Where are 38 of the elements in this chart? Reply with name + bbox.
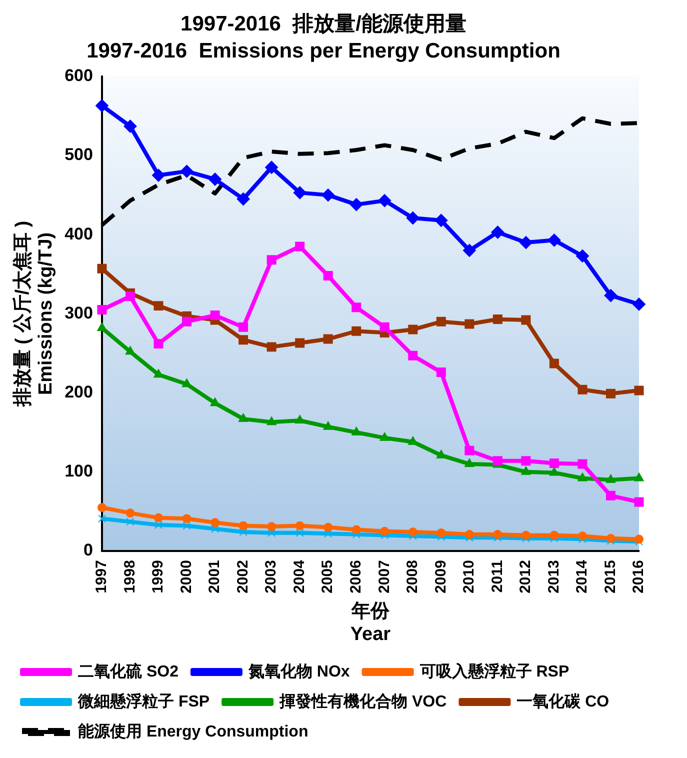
x-tick-label: 2015 <box>602 560 619 594</box>
x-tick-label: 2009 <box>432 560 450 594</box>
x-tick-label: 2007 <box>376 560 393 594</box>
x-tick-label: 2005 <box>319 560 336 594</box>
x-tick-label: 2004 <box>290 559 308 594</box>
y-tick-label: 400 <box>64 224 93 244</box>
legend-label: 一氧化碳 CO <box>516 692 610 710</box>
x-tick-label: 1997 <box>93 560 110 594</box>
chart-title: 1997-2016 排放量/能源使用量 <box>180 12 466 36</box>
y-tick-label: 200 <box>64 382 93 402</box>
x-tick-label: 2014 <box>574 559 591 594</box>
x-tick-label: 2002 <box>234 560 252 594</box>
chart-subtitle: 1997-2016 Emissions per Energy Consumption <box>86 40 560 63</box>
x-tick-label: 2010 <box>460 560 478 594</box>
legend-label: 二氧化硫 SO2 <box>78 662 179 680</box>
legend-label: 可吸入懸浮粒子 RSP <box>418 662 570 680</box>
legend-label: 揮發性有機化合物 VOC <box>278 692 448 710</box>
x-axis-title: 年份 Year <box>350 601 392 645</box>
x-tick-label: 2001 <box>206 560 224 594</box>
x-tick-label: 2012 <box>517 560 534 594</box>
x-tick-label: 2000 <box>178 560 195 594</box>
y-tick-label: 300 <box>64 303 93 322</box>
y-tick-label: 500 <box>64 145 93 164</box>
x-tick-label: 2016 <box>630 560 648 594</box>
legend-label: 能源使用 Energy Consumption <box>78 722 308 740</box>
x-tick-label: 2011 <box>488 560 506 593</box>
y-tick-label: 0 <box>83 540 93 560</box>
legend-label: 氮氧化物 NOx <box>247 662 350 680</box>
x-tick-label: 2008 <box>404 560 422 594</box>
x-tick-label: 1998 <box>121 560 138 594</box>
legend-label: 微細懸浮粒子 FSP <box>77 692 210 710</box>
x-tick-label: 2013 <box>545 560 562 594</box>
y-tick-label: 600 <box>64 66 93 86</box>
x-tick-label: 2006 <box>347 560 364 594</box>
y-tick-label: 100 <box>64 462 93 481</box>
x-tick-label: 1999 <box>150 560 167 594</box>
y-axis-title: 排放量 ( 公斤/太焦耳 ) Emissions (kg/TJ) <box>12 220 56 408</box>
x-tick-label: 2003 <box>262 560 280 594</box>
